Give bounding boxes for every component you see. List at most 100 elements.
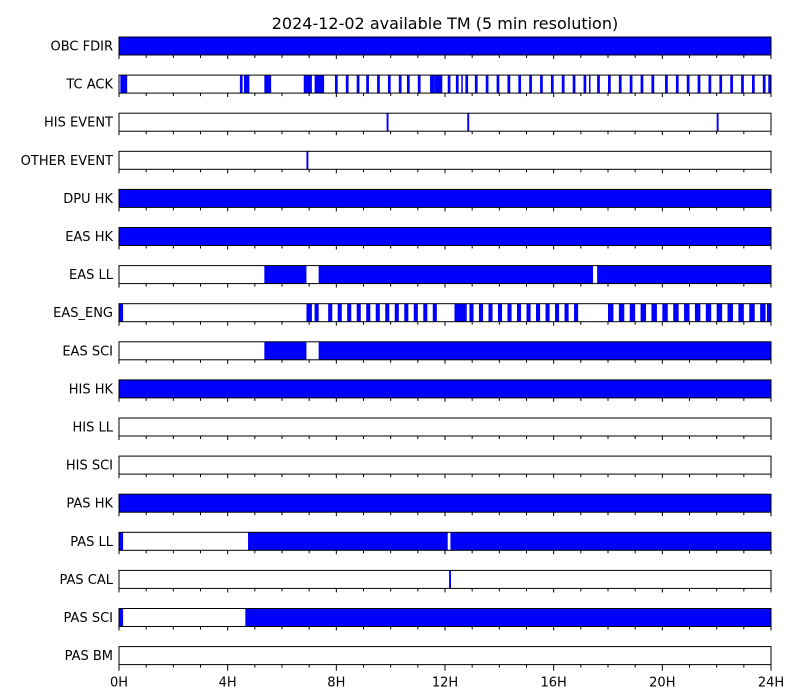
availability-bar — [673, 303, 679, 322]
availability-bar — [629, 75, 633, 94]
availability-bar — [507, 75, 511, 94]
availability-bar — [719, 75, 723, 94]
availability-bar — [347, 303, 352, 322]
row-pas-sci: PAS SCI — [64, 608, 772, 631]
row-obc-fdir: OBC FDIR — [51, 36, 772, 59]
availability-bar — [447, 75, 451, 94]
availability-bar — [404, 303, 409, 322]
availability-bar — [375, 303, 380, 322]
availability-bar — [518, 75, 522, 94]
availability-bar — [120, 75, 128, 94]
availability-bar — [686, 75, 690, 94]
availability-bar — [675, 75, 679, 94]
x-tick-label: 24H — [758, 676, 784, 691]
row-label: PAS LL — [70, 535, 114, 550]
row-frame — [118, 569, 772, 589]
row-label: PAS HK — [66, 497, 113, 512]
availability-bar — [708, 75, 712, 94]
availability-bar — [243, 75, 250, 94]
availability-bar — [387, 75, 391, 94]
availability-bar — [119, 303, 124, 322]
availability-bar — [751, 75, 755, 94]
availability-bar — [561, 75, 565, 94]
availability-bar — [684, 303, 690, 322]
row-his-event: HIS EVENT — [44, 112, 772, 136]
row-label: EAS SCI — [62, 344, 113, 359]
x-tick-label: 20H — [649, 676, 675, 691]
row-his-hk: HIS HK — [69, 379, 772, 402]
row-label: HIS SCI — [66, 459, 113, 474]
row-label: PAS SCI — [64, 611, 113, 626]
row-label: PAS BM — [65, 649, 113, 664]
availability-bar — [694, 303, 701, 322]
row-pas-ll: PAS LL — [70, 531, 772, 555]
row-label: EAS_ENG — [53, 306, 113, 321]
availability-bar — [119, 189, 771, 208]
availability-bar — [741, 75, 744, 94]
availability-bar — [245, 608, 771, 627]
availability-bar — [540, 75, 543, 94]
row-eas-eng: EAS_ENG — [53, 303, 772, 326]
availability-bar — [469, 303, 474, 322]
availability-bar — [239, 75, 243, 94]
row-label: OTHER EVENT — [21, 154, 113, 169]
availability-bar — [474, 75, 478, 94]
row-eas-hk: EAS HK — [65, 227, 772, 250]
row-pas-hk: PAS HK — [66, 493, 772, 517]
availability-bar — [762, 75, 766, 94]
availability-bar — [640, 75, 644, 94]
availability-bar — [465, 75, 469, 94]
availability-bar — [318, 341, 771, 360]
availability-bar — [467, 113, 470, 132]
availability-bar — [588, 75, 591, 94]
availability-bar — [545, 303, 550, 322]
availability-bar — [398, 75, 402, 94]
availability-bar — [507, 303, 512, 322]
availability-bar — [572, 75, 576, 94]
availability-bar — [264, 265, 307, 284]
availability-bar — [651, 303, 657, 322]
availability-bar — [385, 303, 390, 322]
availability-bar — [377, 75, 380, 94]
availability-bar — [516, 303, 522, 322]
availability-bar — [529, 75, 532, 94]
availability-bar — [618, 75, 622, 94]
row-label: HIS HK — [69, 382, 114, 397]
row-tc-ack: TC ACK — [65, 74, 772, 98]
x-tick-label: 0H — [110, 676, 128, 691]
row-frame — [118, 417, 772, 437]
availability-bar — [583, 75, 587, 94]
row-label: TC ACK — [65, 78, 113, 93]
availability-bar — [608, 303, 614, 322]
availability-bar — [608, 75, 611, 94]
availability-bar — [314, 75, 325, 94]
availability-bar — [697, 75, 701, 94]
availability-bar — [406, 75, 410, 94]
availability-bar — [461, 75, 463, 94]
availability-bar — [449, 570, 451, 589]
availability-bar — [264, 341, 307, 360]
availability-bar — [727, 303, 733, 322]
availability-bar — [119, 532, 124, 551]
row-his-ll: HIS LL — [73, 417, 772, 440]
row-frame — [118, 646, 772, 666]
availability-bar — [394, 303, 399, 322]
x-tick-label: 16H — [541, 676, 567, 691]
availability-bar — [306, 151, 309, 170]
x-tick-label: 12H — [432, 676, 458, 691]
availability-bar — [264, 75, 272, 94]
availability-bar — [454, 303, 467, 322]
availability-bar — [766, 303, 771, 322]
row-frame — [118, 74, 772, 94]
chart-title: 2024-12-02 available TM (5 min resolutio… — [272, 14, 618, 33]
availability-bar — [450, 532, 771, 551]
availability-bar — [716, 303, 723, 322]
availability-bar — [248, 532, 448, 551]
availability-bar — [662, 303, 668, 322]
availability-bar — [497, 303, 503, 322]
availability-bar — [564, 303, 569, 322]
availability-bar — [550, 75, 554, 94]
row-other-event: OTHER EVENT — [21, 150, 772, 174]
availability-bar — [337, 303, 342, 322]
